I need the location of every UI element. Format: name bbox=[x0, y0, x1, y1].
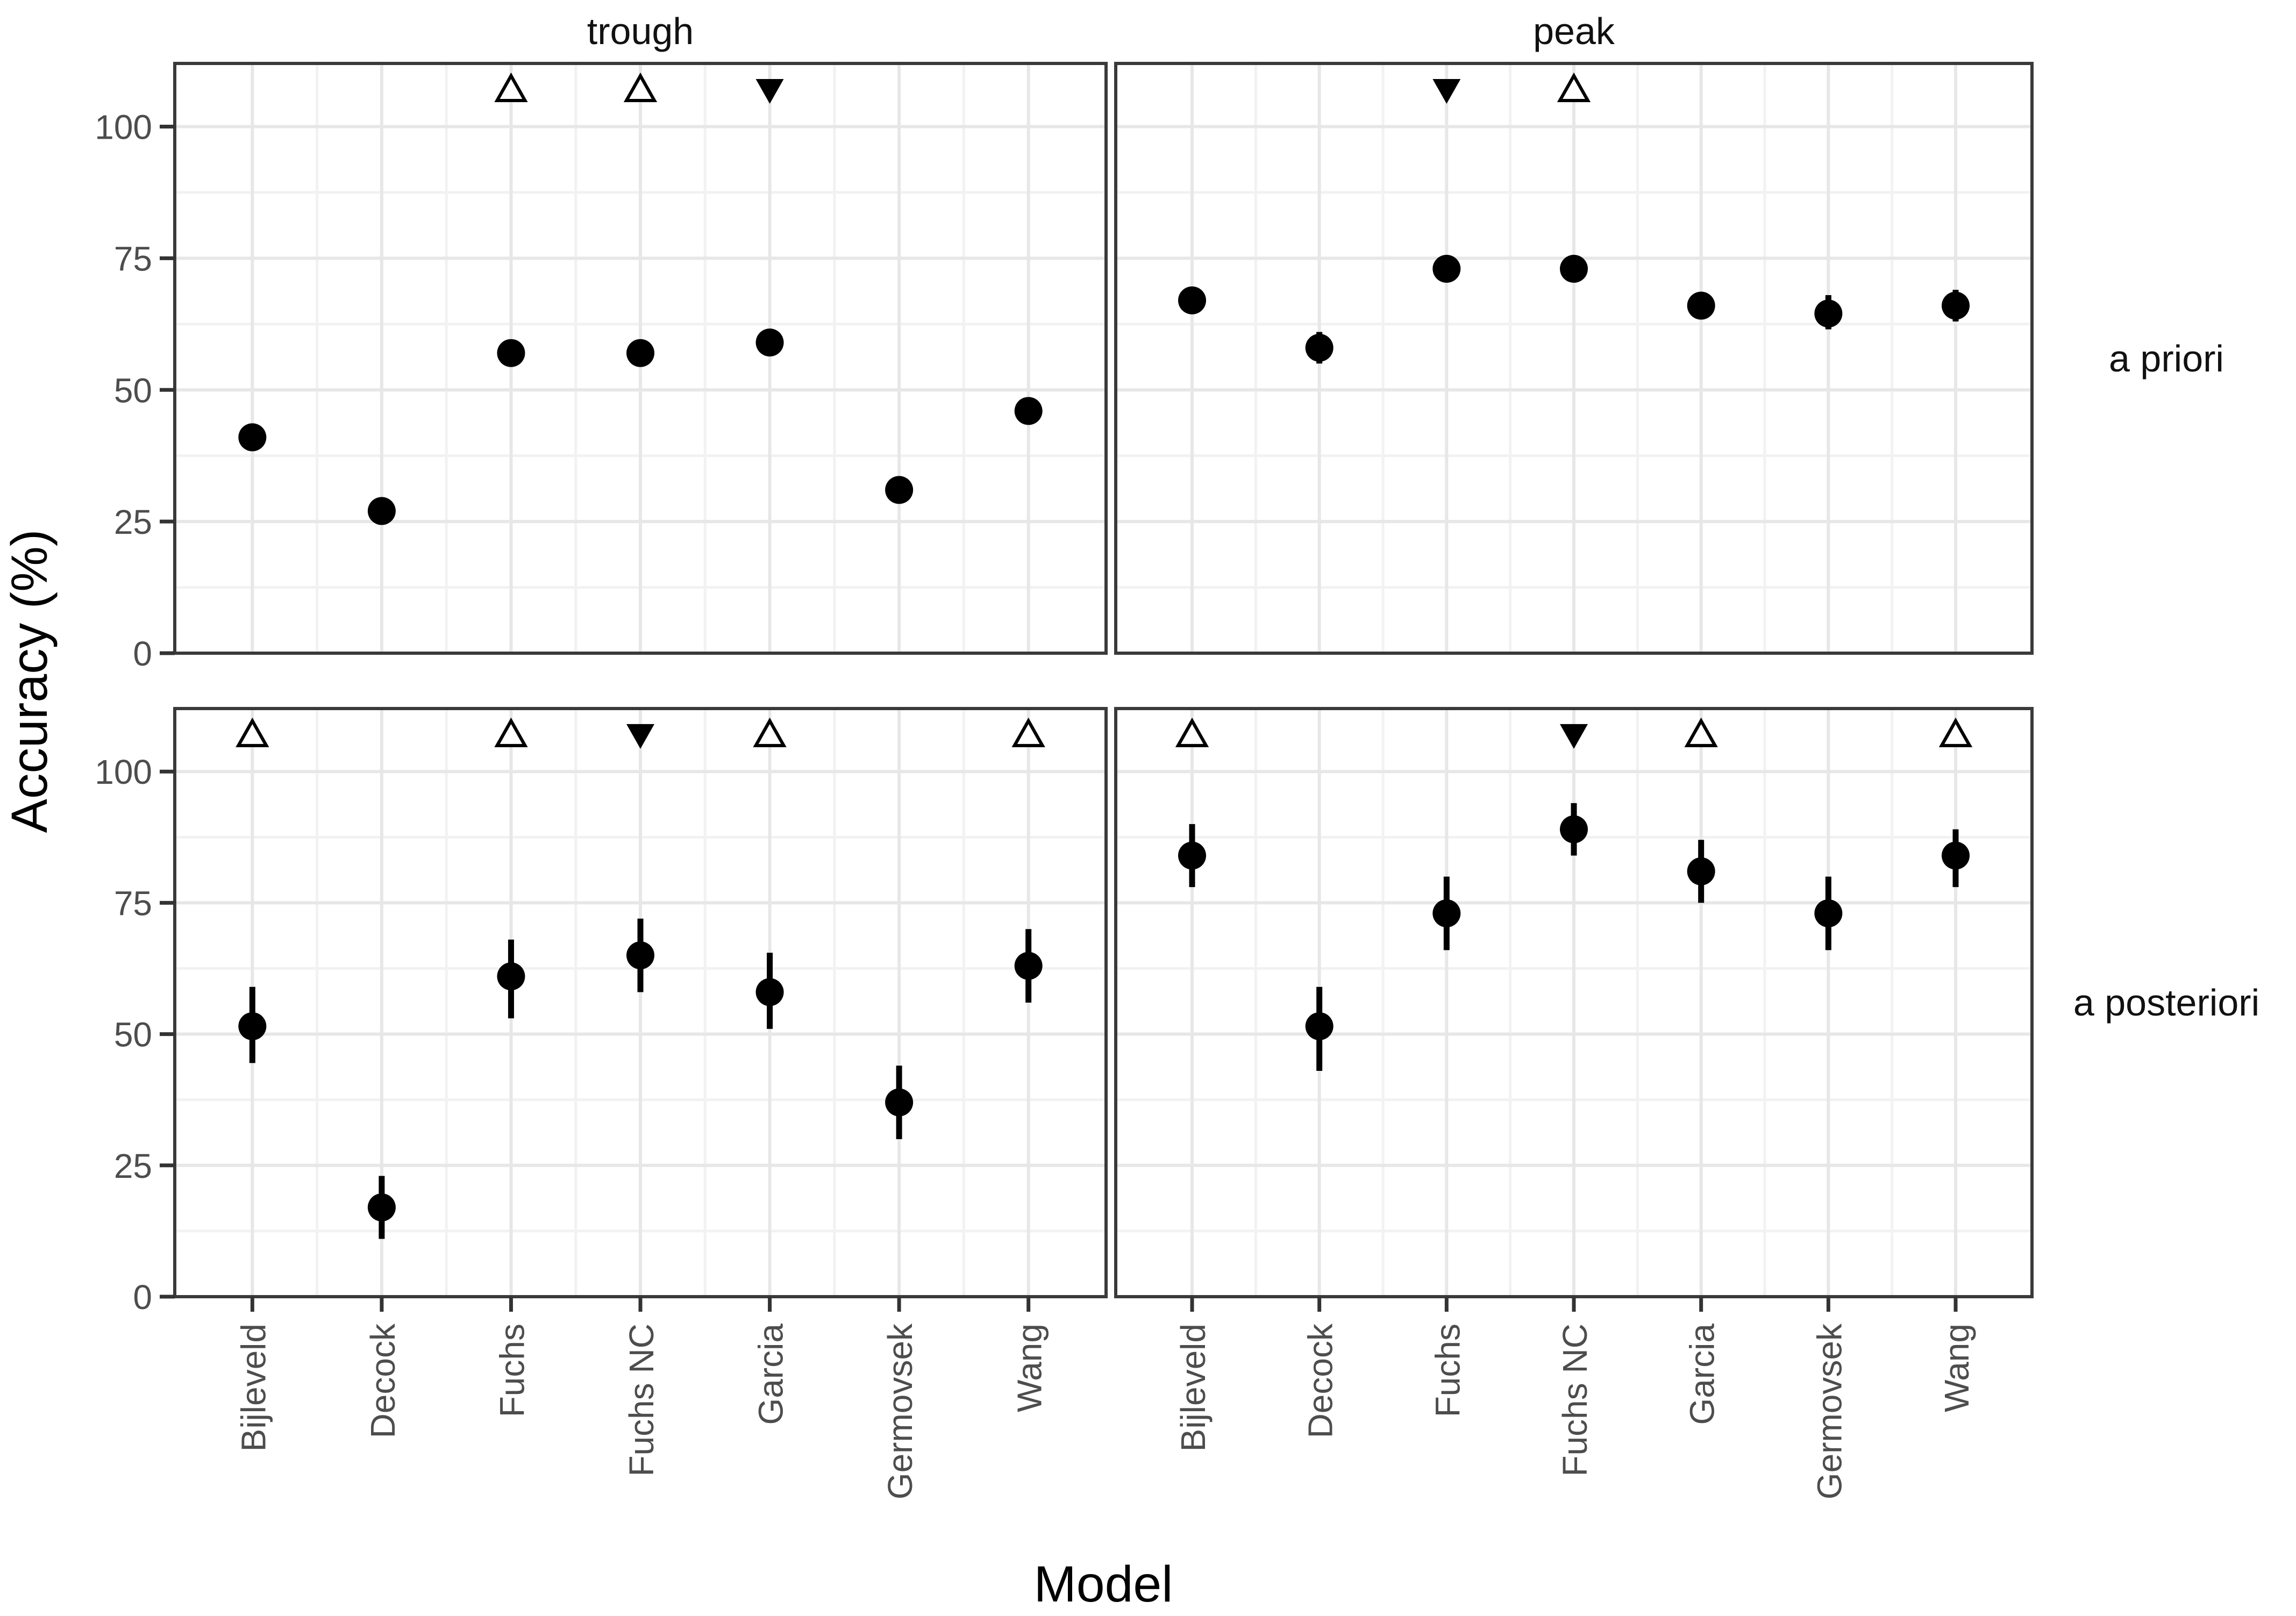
data-point bbox=[1178, 286, 1206, 314]
data-point bbox=[238, 423, 267, 452]
sig-triangle-open-up-icon bbox=[753, 717, 787, 747]
x-tick-label: Decock bbox=[363, 1323, 402, 1438]
sig-triangle-open-up-icon bbox=[494, 72, 528, 102]
sig-triangle-open-up-icon bbox=[1557, 72, 1591, 102]
x-tick-label: Germovsek bbox=[881, 1323, 919, 1499]
x-tick-label: Fuchs bbox=[493, 1324, 531, 1417]
data-point bbox=[626, 339, 654, 367]
data-point bbox=[1560, 254, 1588, 283]
facet-strip-a-priori-label: a priori bbox=[2109, 337, 2224, 380]
y-tick-label: 25 bbox=[114, 1147, 152, 1185]
y-tick-label: 50 bbox=[114, 371, 152, 410]
data-point bbox=[1560, 815, 1588, 843]
data-point bbox=[626, 941, 654, 970]
y-tick-label: 25 bbox=[114, 503, 152, 541]
data-point bbox=[1305, 333, 1334, 362]
data-point bbox=[1178, 841, 1206, 870]
sig-triangle-filled-down-icon bbox=[626, 724, 654, 749]
data-point bbox=[1014, 397, 1043, 425]
x-axis-title: Model bbox=[1033, 1556, 1173, 1613]
sig-triangle-open-up-icon bbox=[1011, 717, 1045, 747]
data-point bbox=[1432, 254, 1461, 283]
x-tick-label: Wang bbox=[1010, 1324, 1049, 1412]
y-axis-title: Accuracy (%) bbox=[1, 529, 58, 833]
data-point bbox=[885, 476, 914, 504]
data-point bbox=[367, 1193, 396, 1221]
panel-border bbox=[173, 62, 1108, 655]
y-tick-label: 50 bbox=[114, 1016, 152, 1054]
data-point bbox=[1432, 899, 1461, 927]
x-tick-label: Bijleveld bbox=[234, 1324, 273, 1451]
data-point bbox=[1942, 291, 1970, 320]
sig-triangle-filled-down-icon bbox=[1432, 78, 1461, 104]
data-point bbox=[1814, 299, 1843, 328]
sig-triangle-open-up-icon bbox=[1684, 717, 1718, 747]
data-point bbox=[367, 497, 396, 525]
y-tick-label: 75 bbox=[114, 239, 152, 278]
data-point bbox=[1014, 952, 1043, 980]
data-point bbox=[1687, 857, 1715, 885]
sig-triangle-open-up-icon bbox=[236, 717, 269, 747]
facet-strip-peak: peak bbox=[1116, 3, 2032, 59]
data-point bbox=[1814, 899, 1843, 927]
sig-triangle-open-up-icon bbox=[1938, 717, 1973, 747]
data-point bbox=[1942, 841, 1970, 870]
x-tick-label: Fuchs bbox=[1428, 1324, 1467, 1417]
data-point bbox=[497, 962, 525, 991]
x-tick-label: Bijleveld bbox=[1174, 1324, 1213, 1451]
data-point bbox=[238, 1012, 267, 1040]
y-tick-label: 100 bbox=[95, 108, 152, 147]
y-tick-label: 0 bbox=[133, 1278, 152, 1317]
x-tick-label: Fuchs NC bbox=[1556, 1324, 1594, 1477]
sig-triangle-open-up-icon bbox=[494, 717, 528, 747]
sig-triangle-open-up-icon bbox=[623, 72, 658, 102]
panel-border bbox=[1114, 62, 2034, 655]
facet-strip-a-posteriori-label: a posteriori bbox=[2073, 982, 2260, 1024]
sig-triangle-filled-down-icon bbox=[1560, 724, 1588, 749]
data-point bbox=[755, 328, 784, 357]
x-tick-label: Garcia bbox=[752, 1324, 790, 1425]
data-point bbox=[1687, 291, 1715, 320]
x-tick-label: Fuchs NC bbox=[622, 1324, 661, 1477]
facet-strip-a-posteriori: a posteriori bbox=[2038, 709, 2295, 1297]
y-tick-label: 75 bbox=[114, 884, 152, 923]
facet-strip-trough-label: trough bbox=[587, 10, 694, 52]
y-tick-label: 100 bbox=[95, 753, 152, 791]
x-tick-label: Germovsek bbox=[1810, 1323, 1849, 1499]
x-tick-label: Decock bbox=[1301, 1323, 1340, 1438]
data-point bbox=[755, 978, 784, 1006]
facet-strip-peak-label: peak bbox=[1533, 10, 1615, 52]
facet-strip-a-priori: a priori bbox=[2038, 63, 2295, 653]
sig-triangle-open-up-icon bbox=[1175, 717, 1209, 747]
y-tick-label: 0 bbox=[133, 634, 152, 673]
data-point bbox=[885, 1088, 914, 1117]
sig-triangle-filled-down-icon bbox=[755, 78, 784, 104]
facet-strip-trough: trough bbox=[175, 3, 1106, 59]
data-point bbox=[497, 339, 525, 367]
x-tick-label: Wang bbox=[1937, 1324, 1976, 1412]
data-point bbox=[1305, 1012, 1334, 1040]
x-tick-label: Garcia bbox=[1683, 1324, 1722, 1425]
